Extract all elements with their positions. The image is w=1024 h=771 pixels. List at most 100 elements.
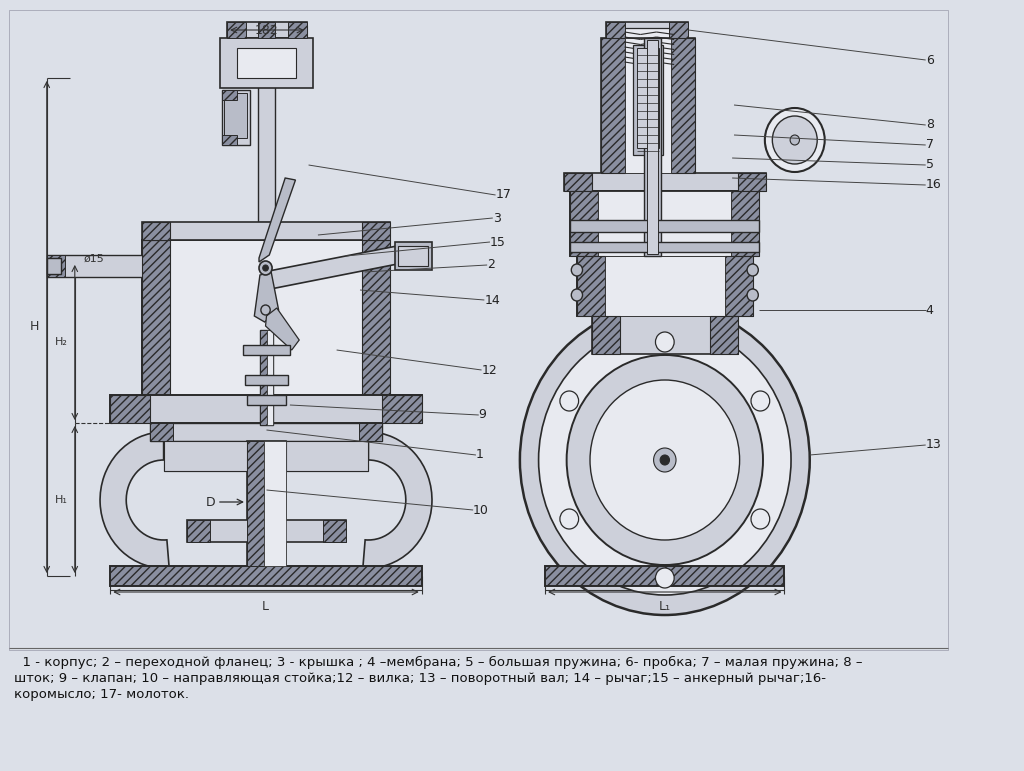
Polygon shape bbox=[142, 222, 170, 240]
Bar bbox=[150, 423, 382, 441]
Text: 4: 4 bbox=[926, 304, 934, 317]
Bar bbox=[47, 258, 60, 274]
Text: L: L bbox=[262, 600, 269, 612]
Bar bbox=[545, 566, 784, 586]
Text: 1: 1 bbox=[476, 449, 483, 462]
Text: 14: 14 bbox=[484, 294, 500, 307]
Polygon shape bbox=[361, 240, 390, 395]
Polygon shape bbox=[725, 256, 753, 316]
Polygon shape bbox=[323, 520, 346, 542]
Bar bbox=[601, 38, 694, 173]
Bar bbox=[111, 395, 422, 423]
Text: 5: 5 bbox=[926, 159, 934, 171]
Bar bbox=[220, 38, 313, 88]
Polygon shape bbox=[570, 191, 598, 256]
Bar bbox=[394, 242, 432, 270]
Bar bbox=[47, 255, 152, 277]
Circle shape bbox=[259, 261, 272, 275]
Circle shape bbox=[653, 448, 676, 472]
Text: H₁: H₁ bbox=[55, 495, 69, 505]
Polygon shape bbox=[731, 191, 759, 256]
Circle shape bbox=[263, 265, 268, 271]
Bar bbox=[570, 191, 759, 256]
Bar bbox=[570, 242, 759, 252]
Bar bbox=[187, 520, 346, 542]
Circle shape bbox=[571, 264, 583, 276]
Bar bbox=[224, 93, 247, 138]
Bar bbox=[247, 441, 286, 566]
Text: H: H bbox=[30, 321, 39, 334]
Wedge shape bbox=[362, 432, 432, 568]
Text: 6: 6 bbox=[926, 53, 934, 66]
Circle shape bbox=[751, 509, 770, 529]
Bar bbox=[765, 133, 795, 147]
Polygon shape bbox=[221, 90, 237, 100]
Polygon shape bbox=[737, 173, 766, 191]
Text: 15: 15 bbox=[489, 235, 506, 248]
Bar bbox=[258, 22, 274, 222]
Bar bbox=[170, 240, 361, 395]
Bar bbox=[625, 38, 672, 173]
Circle shape bbox=[566, 355, 763, 565]
Circle shape bbox=[571, 289, 583, 301]
Circle shape bbox=[751, 391, 770, 411]
Polygon shape bbox=[670, 22, 688, 38]
Polygon shape bbox=[150, 423, 173, 441]
Text: коромысло; 17- молоток.: коромысло; 17- молоток. bbox=[14, 688, 189, 701]
Polygon shape bbox=[260, 330, 267, 425]
Text: шток; 9 – клапан; 10 – направляющая стойка;12 – вилка; 13 – поворотный вал; 14 –: шток; 9 – клапан; 10 – направляющая стой… bbox=[14, 672, 826, 685]
Circle shape bbox=[520, 305, 810, 615]
Polygon shape bbox=[47, 255, 66, 277]
Circle shape bbox=[660, 455, 670, 465]
Text: 182: 182 bbox=[255, 23, 279, 36]
Polygon shape bbox=[382, 395, 422, 423]
Polygon shape bbox=[187, 520, 210, 542]
Circle shape bbox=[772, 116, 817, 164]
Polygon shape bbox=[577, 256, 605, 316]
Bar bbox=[111, 566, 422, 586]
Polygon shape bbox=[221, 135, 237, 145]
Circle shape bbox=[590, 380, 739, 540]
Text: 8: 8 bbox=[926, 119, 934, 132]
Polygon shape bbox=[164, 441, 247, 471]
Wedge shape bbox=[100, 432, 169, 568]
Bar bbox=[637, 48, 659, 148]
Text: ø15: ø15 bbox=[84, 254, 104, 264]
Polygon shape bbox=[359, 423, 382, 441]
Text: 16: 16 bbox=[926, 179, 941, 191]
Polygon shape bbox=[111, 395, 150, 423]
Bar bbox=[592, 316, 737, 354]
Bar bbox=[605, 256, 725, 316]
Circle shape bbox=[748, 264, 759, 276]
Polygon shape bbox=[601, 38, 625, 173]
Polygon shape bbox=[263, 245, 408, 290]
Polygon shape bbox=[259, 178, 296, 262]
Polygon shape bbox=[606, 22, 625, 38]
Polygon shape bbox=[592, 316, 620, 354]
Circle shape bbox=[261, 305, 270, 315]
Bar bbox=[577, 256, 753, 316]
Circle shape bbox=[765, 108, 824, 172]
Text: 12: 12 bbox=[481, 363, 498, 376]
Bar bbox=[237, 48, 296, 78]
Bar bbox=[221, 90, 250, 145]
Bar bbox=[570, 220, 759, 232]
Polygon shape bbox=[286, 441, 369, 471]
Polygon shape bbox=[672, 38, 694, 173]
Text: H₂: H₂ bbox=[55, 337, 69, 347]
Bar bbox=[647, 40, 658, 254]
Text: 3: 3 bbox=[493, 211, 501, 224]
Bar bbox=[398, 246, 428, 266]
Circle shape bbox=[560, 391, 579, 411]
Text: D: D bbox=[206, 496, 215, 509]
Bar bbox=[633, 45, 663, 155]
Bar bbox=[164, 441, 369, 471]
Polygon shape bbox=[227, 22, 246, 38]
Bar bbox=[606, 22, 688, 38]
Bar bbox=[247, 395, 286, 405]
Polygon shape bbox=[710, 316, 737, 354]
Text: 10: 10 bbox=[473, 503, 489, 517]
Bar bbox=[245, 375, 288, 385]
Circle shape bbox=[655, 568, 674, 588]
Polygon shape bbox=[267, 330, 273, 425]
